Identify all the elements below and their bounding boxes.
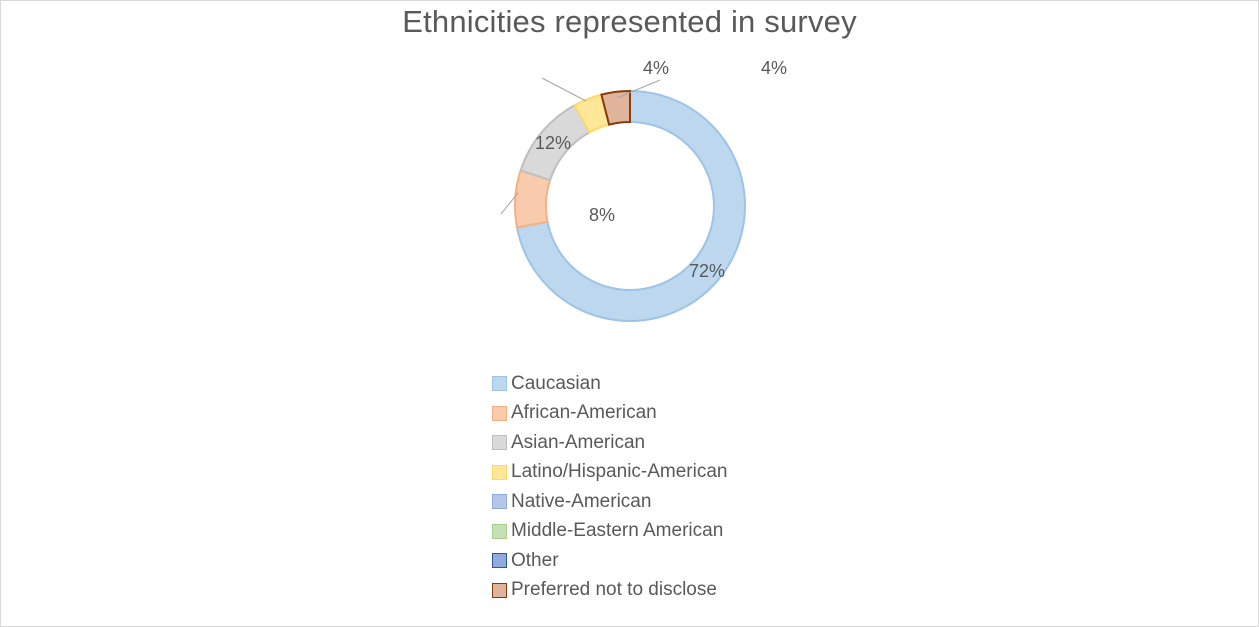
legend-item-middle-eastern-american: Middle-Eastern American <box>492 517 728 547</box>
chart-legend: Caucasian African-American Asian-American L… <box>492 369 728 605</box>
data-label-preferred-not-to-disclose: 4% <box>761 58 787 78</box>
leader-line-preferred-not-to-disclose <box>616 79 661 99</box>
legend-item-asian-american: Asian-American <box>492 428 728 458</box>
legend-label: Other <box>511 549 559 571</box>
legend-label: Asian-American <box>511 431 646 453</box>
legend-swatch <box>492 464 507 480</box>
leader-lines <box>500 77 661 215</box>
leader-line-african-american <box>500 192 519 215</box>
legend-label: Preferred not to disclose <box>511 579 717 601</box>
legend-label: Native-American <box>511 490 652 512</box>
legend-item-preferred-not-to-disclose: Preferred not to disclose <box>492 576 728 606</box>
chart-title: Ethnicities represented in survey <box>402 4 857 39</box>
legend-swatch <box>492 435 507 451</box>
legend-swatch <box>492 582 507 598</box>
data-label-caucasian: 72% <box>689 261 725 281</box>
legend-label: African-American <box>511 402 657 424</box>
legend-item-native-american: Native-American <box>492 487 728 517</box>
legend-item-caucasian: Caucasian <box>492 369 728 399</box>
legend-item-latino-hispanic-american: Latino/Hispanic-American <box>492 458 728 488</box>
legend-item-african-american: African-American <box>492 399 728 429</box>
leader-line-latino-hispanic-american <box>541 77 587 102</box>
slice-caucasian <box>515 89 746 322</box>
legend-label: Middle-Eastern American <box>511 520 724 542</box>
legend-swatch <box>492 494 507 510</box>
data-labels: 72% 8% 12% 4% 4% <box>535 58 787 281</box>
data-label-latino-hispanic-american: 4% <box>643 58 669 78</box>
legend-swatch <box>492 376 507 392</box>
legend-swatch <box>492 405 507 421</box>
legend-swatch <box>492 523 507 539</box>
legend-label: Caucasian <box>511 372 601 394</box>
slice-preferred-not-to-disclose <box>600 89 631 126</box>
data-label-african-american: 8% <box>589 205 615 225</box>
legend-swatch <box>492 553 507 569</box>
legend-item-other: Other <box>492 546 728 576</box>
legend-label: Latino/Hispanic-American <box>511 461 728 483</box>
data-label-asian-american: 12% <box>535 133 571 153</box>
donut-slices <box>514 89 746 322</box>
